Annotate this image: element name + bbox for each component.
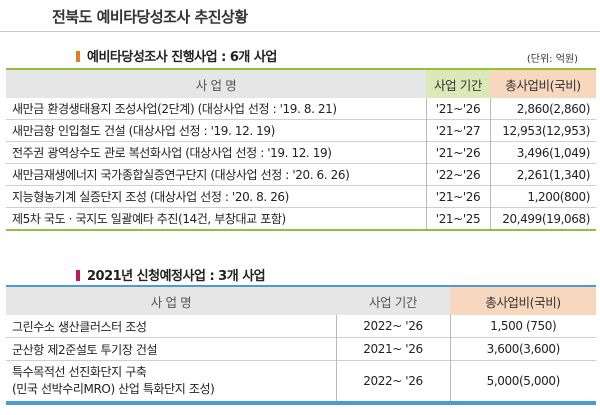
project-name: 제5차 국도 · 국지도 일괄예타 추진(14건, 부창대교 포함) — [6, 207, 426, 230]
ongoing-projects-table: 사 업 명 사업 기간 총사업비(국비) 새만금 환경생태용지 조성사업(2단계… — [6, 68, 596, 231]
table-row: 군산항 제2준설토 투기장 건설 2021~ '26 3,600(3,600) — [6, 337, 596, 361]
project-cost: 20,499(19,068) — [489, 207, 596, 230]
project-cost: 2,860(2,860) — [489, 98, 596, 120]
section1-heading-text: 예비타당성조사 진행사업 : 6개 사업 — [87, 50, 277, 65]
project-cost: 3,600(3,600) — [449, 337, 596, 361]
table-row: 새만금재생에너지 국가종합실증연구단지 (대상사업 선정 : '20. 6. 2… — [6, 163, 596, 186]
project-name: 전주권 광역상수도 관로 복선화사업 (대상사업 선정 : '19. 12. 1… — [6, 141, 426, 164]
project-period: '21~'26 — [425, 98, 490, 120]
project-period: '21~'25 — [425, 207, 490, 230]
unit-label: (단위: 억원) — [526, 54, 578, 65]
project-cost: 1,500 (750) — [449, 315, 596, 338]
table-header-row: 사 업 명 사업 기간 총사업비(국비) — [6, 286, 596, 315]
project-period: '21~'26 — [425, 185, 490, 208]
project-name: 군산항 제2준설토 투기장 건설 — [6, 337, 336, 361]
section1-heading: 예비타당성조사 진행사업 : 6개 사업 — [76, 46, 277, 65]
table-row: 새만금항 인입철도 건설 (대상사업 선정 : '19. 12. 19) '21… — [6, 119, 596, 142]
project-period: 2022~ '26 — [335, 360, 450, 403]
section2-heading-text: 2021년 신청예정사업 : 3개 사업 — [87, 269, 266, 284]
project-period: '21~'27 — [425, 119, 490, 142]
page-title: 전북도 예비타당성조사 추진상황 — [52, 8, 248, 26]
project-name: 그린수소 생산클러스터 조성 — [12, 319, 147, 334]
planned-projects-table: 사 업 명 사업 기간 총사업비(국비) 그린수소 생산클러스터 조성 2022… — [6, 285, 596, 405]
project-name: 특수목적선 선진화단지 구축 (민국 선박수리MRO) 산업 특화단지 조성) — [6, 360, 336, 403]
section2-marker — [76, 270, 80, 281]
project-name: 지능형농기계 실증단지 조성 (대상사업 선정 : '20. 8. 26) — [6, 185, 426, 208]
project-name-line1: 특수목적선 선진화단지 구축 — [12, 365, 147, 379]
title-divider — [0, 31, 600, 32]
table-header-row: 사 업 명 사업 기간 총사업비(국비) — [6, 69, 596, 98]
header-period: 사업 기간 — [336, 286, 450, 315]
section2-heading: 2021년 신청예정사업 : 3개 사업 — [76, 265, 266, 284]
table-row: 새만금 환경생태용지 조성사업(2단계) (대상사업 선정 : '19. 8. … — [6, 98, 596, 120]
header-cost: 총사업비(국비) — [490, 69, 596, 98]
project-cost: 5,000(5,000) — [449, 360, 596, 403]
project-cost: 2,261(1,340) — [489, 163, 596, 186]
table-row: 특수목적선 선진화단지 구축 (민국 선박수리MRO) 산업 특화단지 조성) … — [6, 360, 596, 403]
section1-marker — [76, 51, 80, 62]
project-name: 새만금재생에너지 국가종합실증연구단지 (대상사업 선정 : '20. 6. 2… — [6, 163, 426, 186]
header-name: 사 업 명 — [6, 69, 426, 98]
project-cost: 12,953(12,953) — [489, 119, 596, 142]
table-row: 지능형농기계 실증단지 조성 (대상사업 선정 : '20. 8. 26) '2… — [6, 185, 596, 208]
project-name: 새만금 환경생태용지 조성사업(2단계) (대상사업 선정 : '19. 8. … — [12, 102, 337, 116]
project-period: 2022~ '26 — [335, 315, 450, 338]
header-period: 사업 기간 — [426, 69, 490, 98]
header-name: 사 업 명 — [6, 286, 336, 315]
project-name-line2: (민국 선박수리MRO) 산업 특화단지 조성) — [12, 382, 215, 396]
project-period: 2021~ '26 — [335, 337, 450, 361]
project-period: '22~'26 — [425, 163, 490, 186]
header-cost: 총사업비(국비) — [450, 286, 596, 315]
project-name: 새만금항 인입철도 건설 (대상사업 선정 : '19. 12. 19) — [6, 119, 426, 142]
project-cost: 1,200(800) — [489, 185, 596, 208]
project-cost: 3,496(1,049) — [489, 141, 596, 164]
table-row: 그린수소 생산클러스터 조성 2022~ '26 1,500 (750) — [6, 315, 596, 338]
project-period: '21~'26 — [425, 141, 490, 164]
table-row: 제5차 국도 · 국지도 일괄예타 추진(14건, 부창대교 포함) '21~'… — [6, 207, 596, 230]
table-row: 전주권 광역상수도 관로 복선화사업 (대상사업 선정 : '19. 12. 1… — [6, 141, 596, 164]
